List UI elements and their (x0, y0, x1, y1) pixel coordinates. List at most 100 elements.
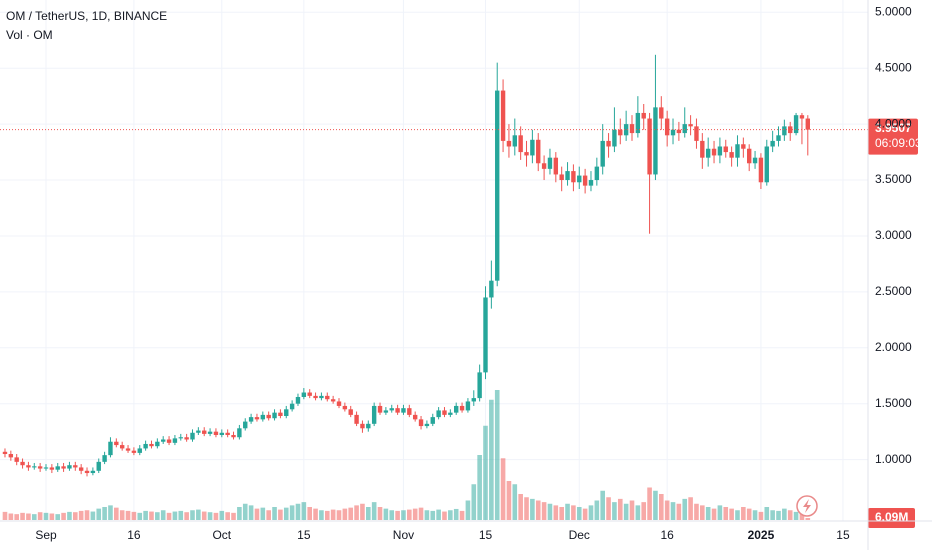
candle-body (190, 432, 195, 440)
volume-bar (219, 510, 225, 520)
volume-bar (688, 497, 693, 520)
volume-bar (248, 505, 254, 520)
volume-bar (20, 512, 25, 520)
candle-body (659, 107, 664, 119)
candle-body (412, 414, 418, 420)
volume-bar (483, 425, 488, 520)
candle-body (119, 445, 125, 449)
volume-bar (295, 503, 301, 520)
x-tick-label: 2025 (748, 528, 775, 542)
candle-body (770, 140, 775, 147)
volume-bar (705, 507, 711, 520)
candle-body (125, 448, 131, 451)
candle-body (506, 140, 512, 147)
volume-bar (653, 490, 658, 520)
volume-bar (354, 505, 359, 520)
volume-bar (90, 511, 96, 520)
volume-label: 6.09M (875, 510, 908, 524)
volume-bar (729, 508, 734, 520)
candle-body (805, 118, 810, 130)
candle-body (213, 431, 219, 436)
candle-body (741, 144, 746, 149)
candle-body (330, 399, 336, 402)
candle-body (524, 152, 529, 156)
candle-body (688, 124, 693, 127)
volume-bar (377, 507, 383, 520)
volume-bar (588, 505, 594, 520)
volume-bar (213, 512, 219, 520)
y-tick-label: 5.0000 (875, 4, 912, 18)
volume-bar (500, 458, 506, 520)
volume-bar (424, 510, 430, 520)
volume-bar (670, 502, 676, 520)
volume-label-box (868, 508, 915, 529)
volume-bar (758, 511, 764, 520)
volume-bar (283, 507, 289, 520)
countdown-label: 06:09:03 (875, 136, 922, 150)
volume-bar (700, 505, 705, 520)
candle-body (747, 148, 752, 164)
volume-bar (430, 510, 436, 520)
candle-body (729, 152, 734, 158)
volume-bar (459, 510, 465, 520)
volume-bar (635, 505, 641, 520)
grid (0, 0, 868, 521)
volume-bar (530, 498, 535, 520)
candle-body (254, 417, 260, 420)
volume-bar (436, 509, 441, 520)
candles (2, 54, 810, 477)
candle-body (489, 280, 494, 298)
volume-bar (26, 513, 31, 520)
volume-bar (723, 507, 729, 520)
candle-body (600, 140, 605, 167)
candle-body (231, 435, 236, 438)
candle-body (606, 140, 611, 147)
chart-title: OM / TetherUS, 1D, BINANCE (6, 9, 167, 23)
candle-body (565, 171, 570, 181)
volume-bar (225, 512, 230, 520)
candle-body (664, 118, 670, 136)
alert-icon[interactable] (796, 495, 818, 517)
volume-bar (471, 484, 477, 520)
volume-bar (717, 505, 723, 520)
candle-body (682, 124, 687, 134)
candle-body (377, 405, 383, 413)
candle-body (96, 461, 101, 471)
volume-bar (119, 510, 125, 520)
volume-bar (787, 510, 793, 520)
volume-bar (682, 498, 688, 520)
volume-bar (8, 513, 14, 520)
x-tick-label: Dec (569, 528, 590, 542)
volume-bar (494, 390, 500, 520)
volume-bar (43, 512, 49, 520)
volume-bar (254, 508, 260, 520)
candle-body (319, 395, 324, 399)
volume-bar (114, 507, 119, 520)
candle-body (301, 392, 307, 397)
candle-body (67, 465, 72, 469)
volume-bar (348, 507, 354, 520)
volume-bar (14, 514, 19, 520)
candle-body (577, 175, 582, 183)
volume-bar (799, 513, 805, 520)
volume-bar (260, 507, 266, 520)
candle-body (131, 450, 137, 453)
volume-bar (547, 503, 553, 520)
candle-body (266, 414, 271, 419)
candle-body (295, 396, 301, 404)
y-tick-label: 3.0000 (875, 228, 912, 242)
volume-bar (102, 507, 107, 520)
volume-bar (448, 510, 453, 520)
volume-bar (512, 484, 518, 520)
volume-bar (465, 500, 471, 520)
candle-body (471, 398, 476, 402)
volume-bar (201, 511, 207, 520)
candle-body (758, 157, 764, 183)
volume-bar (61, 512, 66, 520)
volume-bar (612, 502, 617, 520)
volume-bar (73, 512, 78, 520)
candle-body (73, 465, 78, 468)
x-tick-label: Sep (35, 528, 57, 542)
candle-body (108, 441, 113, 456)
volume-bar (342, 508, 348, 520)
